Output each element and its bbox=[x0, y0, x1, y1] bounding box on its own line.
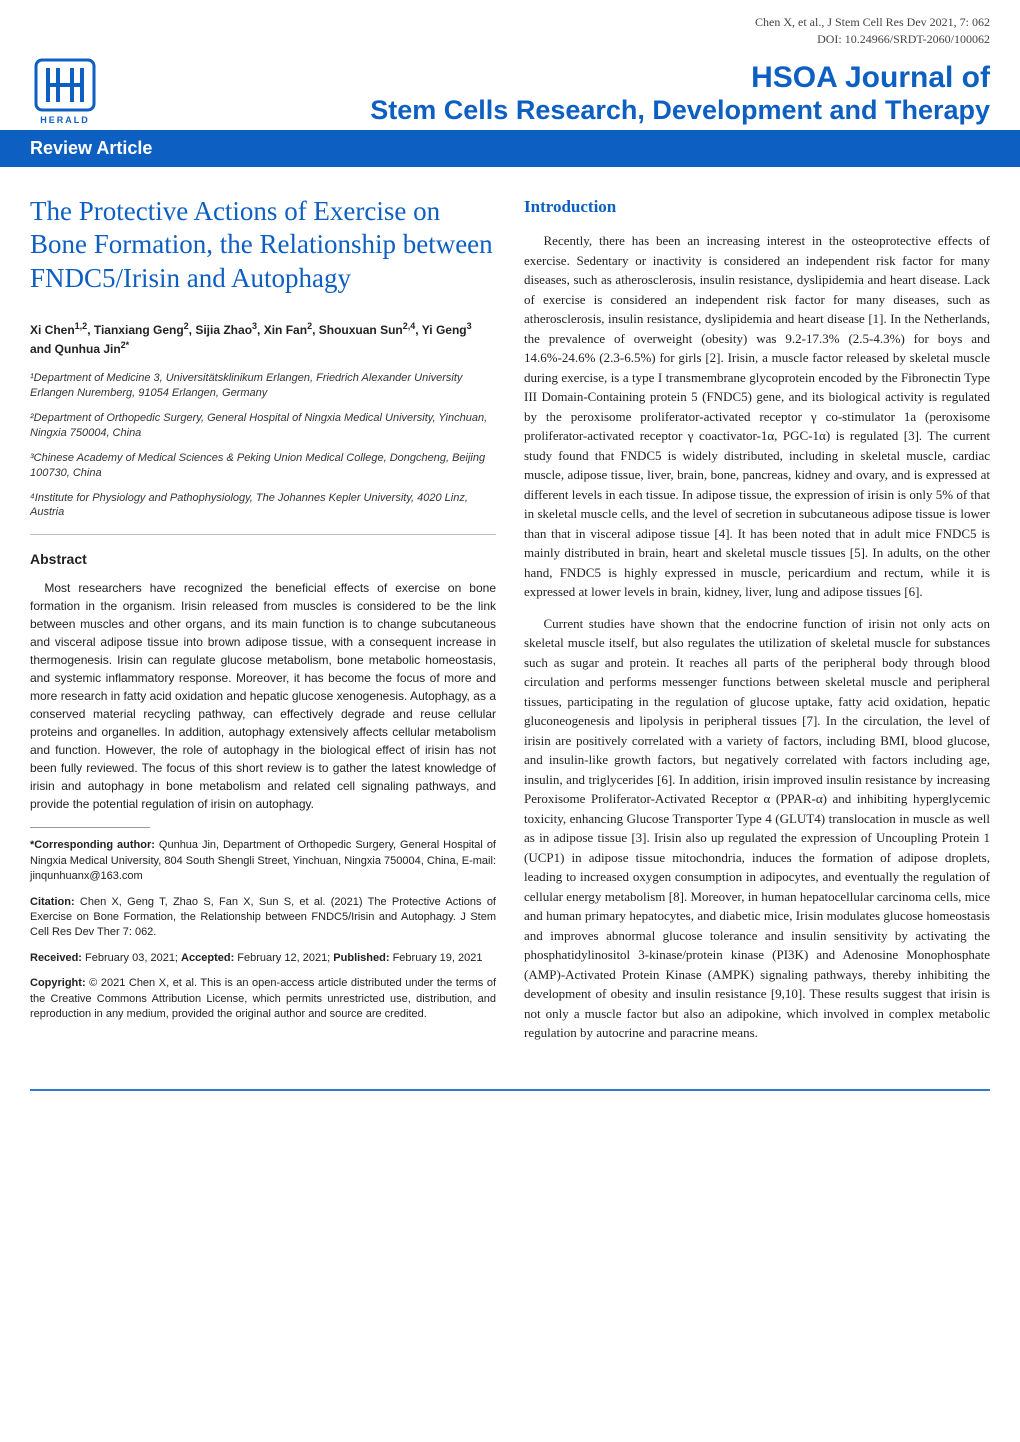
copyright-text: © 2021 Chen X, et al. This is an open-ac… bbox=[30, 977, 496, 1020]
copyright-label: Copyright: bbox=[30, 977, 86, 989]
abstract-heading: Abstract bbox=[30, 549, 496, 569]
published-label: Published: bbox=[333, 952, 389, 964]
herald-logo: HERALD bbox=[30, 56, 100, 126]
journal-title-line1: HSOA Journal of bbox=[108, 61, 990, 95]
authors-line: Xi Chen1,2, Tianxiang Geng2, Sijia Zhao3… bbox=[30, 320, 496, 358]
review-article-bar: Review Article bbox=[0, 130, 1020, 167]
affiliation-1: ¹Department of Medicine 3, Universitätsk… bbox=[30, 371, 496, 401]
citation-line: Chen X, et al., J Stem Cell Res Dev 2021… bbox=[30, 14, 990, 31]
copyright-footnote: Copyright: © 2021 Chen X, et al. This is… bbox=[30, 976, 496, 1022]
divider bbox=[30, 534, 496, 535]
affiliation-3: ³Chinese Academy of Medical Sciences & P… bbox=[30, 451, 496, 481]
affiliation-2: ²Department of Orthopedic Surgery, Gener… bbox=[30, 411, 496, 441]
accepted-text: February 12, 2021; bbox=[234, 952, 333, 964]
received-text: February 03, 2021; bbox=[82, 952, 181, 964]
two-column-body: The Protective Actions of Exercise on Bo… bbox=[0, 167, 1020, 1075]
intro-para-1: Recently, there has been an increasing i… bbox=[524, 231, 990, 602]
received-label: Received: bbox=[30, 952, 82, 964]
journal-title-block: HSOA Journal of Stem Cells Research, Dev… bbox=[108, 61, 990, 126]
affiliation-4: ⁴Institute for Physiology and Pathophysi… bbox=[30, 491, 496, 521]
accepted-label: Accepted: bbox=[181, 952, 234, 964]
corresponding-label: *Corresponding author: bbox=[30, 839, 155, 851]
svg-text:HERALD: HERALD bbox=[40, 115, 90, 125]
corresponding-author: *Corresponding author: Qunhua Jin, Depar… bbox=[30, 838, 496, 884]
left-column: The Protective Actions of Exercise on Bo… bbox=[30, 195, 496, 1055]
citation-text: Chen X, Geng T, Zhao S, Fan X, Sun S, et… bbox=[30, 896, 496, 939]
journal-bar: HERALD HSOA Journal of Stem Cells Resear… bbox=[0, 52, 1020, 126]
introduction-heading: Introduction bbox=[524, 195, 990, 220]
bottom-rule bbox=[30, 1089, 990, 1091]
intro-para-2: Current studies have shown that the endo… bbox=[524, 614, 990, 1043]
article-title: The Protective Actions of Exercise on Bo… bbox=[30, 195, 496, 296]
citation-footnote: Citation: Chen X, Geng T, Zhao S, Fan X,… bbox=[30, 895, 496, 941]
doi-line: DOI: 10.24966/SRDT-2060/100062 bbox=[30, 31, 990, 48]
short-rule bbox=[30, 827, 150, 828]
journal-title-line2: Stem Cells Research, Development and The… bbox=[108, 95, 990, 126]
published-text: February 19, 2021 bbox=[390, 952, 483, 964]
abstract-text: Most researchers have recognized the ben… bbox=[30, 579, 496, 813]
header-meta: Chen X, et al., J Stem Cell Res Dev 2021… bbox=[0, 0, 1020, 52]
dates-footnote: Received: February 03, 2021; Accepted: F… bbox=[30, 951, 496, 966]
right-column: Introduction Recently, there has been an… bbox=[524, 195, 990, 1055]
citation-label: Citation: bbox=[30, 896, 75, 908]
